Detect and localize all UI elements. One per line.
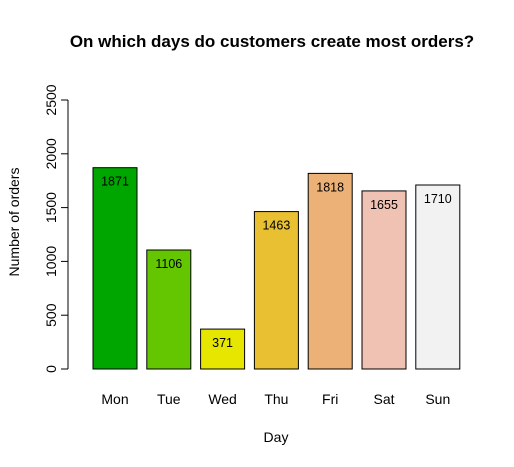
bar-sun [415,184,461,370]
data-labels: 1871 1106 371 1463 1818 1655 1710 [101,175,452,350]
x-tick-label: Sat [373,391,394,407]
y-tick-label: 0 [43,365,59,373]
data-label: 1106 [155,257,182,271]
chart-title: On which days do customers create most o… [70,32,474,51]
x-tick-label: Tue [157,391,181,407]
y-tick-label: 1000 [43,246,59,277]
data-label: 1871 [101,175,129,189]
x-tick-labels: Mon Tue Wed Thu Fri Sat Sun [101,391,450,407]
data-label: 371 [212,336,233,350]
x-axis-label: Day [264,429,289,445]
y-tick-label: 2000 [43,138,59,169]
bar-sat [361,190,407,370]
y-axis-label: Number of orders [6,168,22,277]
y-axis: 0 500 1000 1500 2000 2500 [43,84,69,373]
y-tick-label: 2500 [43,84,59,115]
bar-fri [307,172,353,370]
data-label: 1818 [316,180,344,194]
x-tick-label: Fri [322,391,338,407]
data-label: 1463 [262,219,290,233]
data-label: 1655 [370,198,398,212]
x-tick-label: Wed [208,391,237,407]
data-label: 1710 [424,192,452,206]
x-tick-label: Mon [101,391,128,407]
y-tick-label: 500 [43,303,59,327]
bars [92,167,461,370]
bar-wed [200,328,246,370]
bar-tue [146,249,192,370]
x-tick-label: Sun [425,391,450,407]
y-tick-label: 1500 [43,192,59,223]
x-tick-label: Thu [264,391,288,407]
bar-thu [253,211,299,370]
bar-mon [92,167,138,370]
